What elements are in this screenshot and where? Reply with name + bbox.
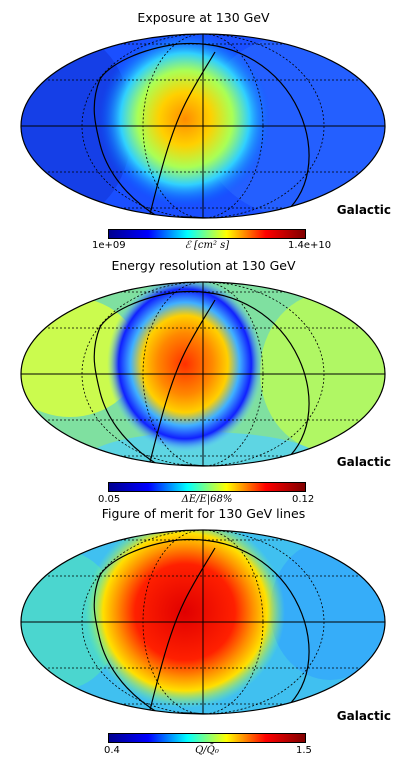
panel-title: Exposure at 130 GeV — [137, 10, 270, 25]
energy-resolution-sky-map — [20, 281, 386, 467]
colorbar-min: 1e+09 — [92, 240, 126, 251]
exposure-sky-map — [20, 33, 386, 219]
colorbar-label: ΔE/E|68% — [181, 494, 233, 505]
figure-of-merit-panel: Figure of merit for 130 GeV lines — [0, 506, 407, 760]
exposure-panel: Exposure at 130 GeV — [0, 10, 407, 264]
figure-of-merit-sky-map — [20, 529, 386, 715]
colorbar-max: 1.4e+10 — [288, 240, 332, 251]
colorbar-min: 0.4 — [104, 745, 120, 756]
colorbar-min: 0.05 — [98, 494, 121, 505]
colorbar — [108, 229, 306, 239]
frame-label: Galactic — [336, 709, 391, 723]
frame-label: Galactic — [336, 203, 391, 217]
colorbar-max: 1.5 — [296, 745, 312, 756]
panel-title: Figure of merit for 130 GeV lines — [101, 506, 306, 521]
panel-title: Energy resolution at 130 GeV — [111, 258, 296, 273]
colorbar-max: 0.12 — [292, 494, 315, 505]
energy-resolution-panel: Energy resolution at 130 GeV — [0, 258, 407, 512]
colorbar-label: ℰ [cm² s] — [184, 240, 230, 251]
frame-label: Galactic — [336, 455, 391, 469]
colorbar — [108, 482, 306, 492]
colorbar — [108, 733, 306, 743]
colorbar-label: Q/Q̄₀ — [195, 745, 219, 756]
